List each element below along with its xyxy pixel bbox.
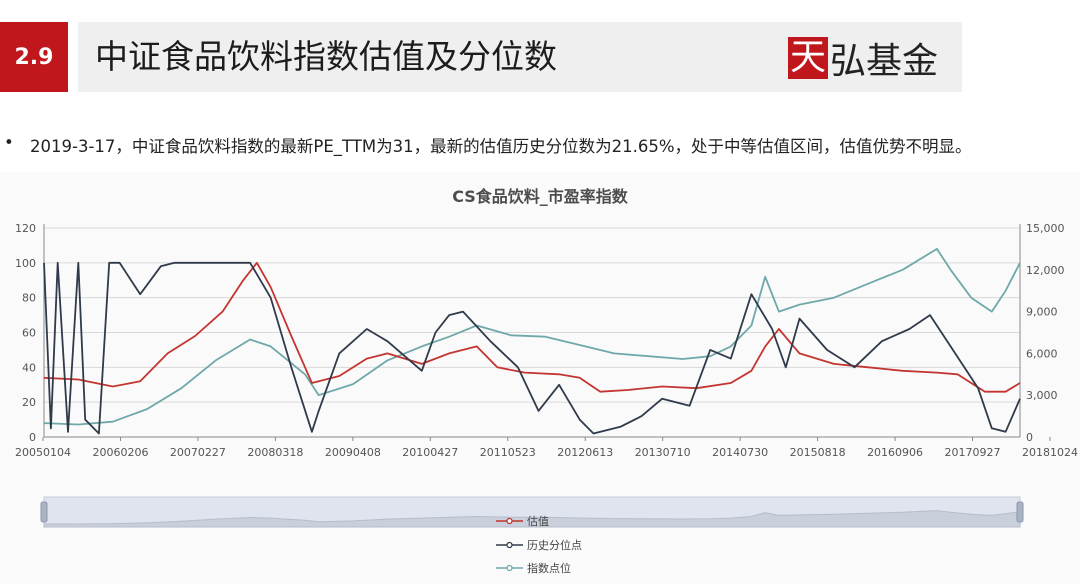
x-tick-label: 20120613 [557, 446, 613, 459]
legend-marker [506, 564, 513, 572]
x-axis: 20050104 20060206 20070227 20080318 20090408… [15, 436, 1078, 459]
y-left-tick: 100 [15, 257, 36, 270]
chart-panel: CS食品饮料_市盈率指数 0 20 40 60 80 100 120 0 3,000 6,000… [0, 172, 1080, 584]
legend-label[interactable]: 历史分位点 [527, 538, 582, 552]
y-left-tick: 120 [15, 222, 36, 235]
y-right-tick: 3,000 [1026, 389, 1058, 402]
y-left-tick: 20 [22, 396, 36, 409]
zoom-slider[interactable] [40, 496, 1024, 528]
x-tick-label: 20170927 [945, 446, 1001, 459]
y-right-tick: 9,000 [1026, 306, 1058, 319]
y-left-tick: 80 [22, 292, 36, 305]
legend-marker [506, 541, 513, 549]
series-line-1 [43, 261, 1021, 435]
x-tick-label: 20160906 [867, 446, 923, 459]
x-tick-label: 20080318 [247, 446, 303, 459]
series-line-2 [43, 248, 1021, 426]
x-tick-label: 20181024 [1022, 446, 1078, 459]
y-right-tick: 6,000 [1026, 347, 1058, 360]
y-right-tick: 0 [1026, 431, 1033, 444]
x-tick-label: 20050104 [15, 446, 71, 459]
pe-index-chart: CS食品饮料_市盈率指数 0 20 40 60 80 100 120 0 3,000 6,000… [15, 187, 1078, 575]
x-tick-label: 20140730 [712, 446, 768, 459]
bullet-marker: • [4, 133, 14, 152]
page-title: 中证食品饮料指数估值及分位数 [95, 37, 557, 76]
y-left-tick: 60 [22, 327, 36, 340]
series-lines [43, 248, 1021, 435]
x-tick-label: 20060206 [92, 446, 148, 459]
left-axis: 0 20 40 60 80 100 120 [15, 222, 45, 444]
legend-label[interactable]: 指数点位 [527, 561, 571, 575]
legend-label[interactable]: 估值 [527, 515, 549, 528]
logo-mark: 天 [788, 37, 829, 79]
x-tick-label: 20150818 [790, 446, 846, 459]
zoom-handle-left[interactable] [40, 501, 48, 523]
x-tick-label: 20100427 [402, 446, 458, 459]
right-axis: 0 3,000 6,000 9,000 12,000 15,000 [1019, 222, 1065, 444]
y-right-tick: 15,000 [1026, 222, 1065, 235]
summary-text: 2019-3-17，中证食品饮料指数的最新PE_TTM为31，最新的估值历史分位… [30, 137, 972, 156]
legend-marker [506, 517, 513, 525]
x-tick-label: 20070227 [170, 446, 226, 459]
logo-text: 弘基金 [830, 41, 939, 82]
zoom-preview [43, 510, 1021, 528]
section-number-badge: 2.9 [0, 22, 68, 92]
y-right-tick: 12,000 [1026, 264, 1065, 277]
grid-lines [44, 227, 1020, 438]
brand-logo: 天 弘基金 [788, 36, 938, 82]
y-left-tick: 0 [29, 431, 36, 444]
x-tick-label: 20130710 [635, 446, 691, 459]
chart-title: CS食品饮料_市盈率指数 [452, 187, 629, 206]
x-tick-label: 20110523 [480, 446, 536, 459]
y-left-tick: 40 [22, 361, 36, 374]
x-tick-label: 20090408 [325, 446, 381, 459]
header-bar: 2.9 中证食品饮料指数估值及分位数 天 弘基金 [0, 22, 1080, 92]
zoom-handle-right[interactable] [1016, 501, 1024, 523]
